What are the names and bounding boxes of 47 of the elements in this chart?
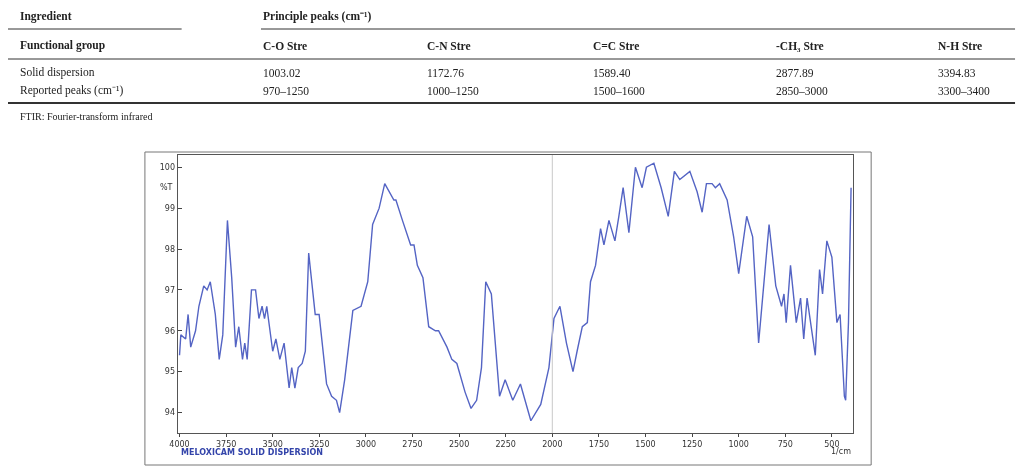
x-tick-label: 3000 [355,439,377,449]
text: Functional group [20,39,106,52]
x-tick-label: 1000 [728,439,749,449]
y-tick-label: 100 [159,163,176,173]
x-tick-label: 2750 [402,439,423,449]
x-tick-label: 1500 [635,439,656,449]
text: C-N Stre [427,40,471,52]
y-tick-label: 99 [164,203,176,213]
text: 1589.40 [593,67,631,79]
y-axis-title: %T [160,183,173,192]
text: 1172.76 [427,67,465,79]
text: Ingredient [20,10,72,23]
text: C=C Stre [593,40,640,52]
text: 3300–3400 [938,85,990,97]
text: MELOXICAM SOLID DISPERSION [181,448,323,457]
text: 1500–1600 [593,85,645,97]
y-tick-label: 95 [164,367,176,377]
x-tick-label: 1250 [681,439,703,449]
x-tick-label: 2250 [495,439,516,449]
text: 1003.02 [263,67,301,79]
text: FTIR: Fourier-transform infrared [20,111,153,122]
text: C-O Stre [263,40,308,52]
text: 1000–1250 [427,85,479,97]
text: N-H Stre [938,40,983,52]
x-tick-label: 3250 [309,439,330,449]
x-tick-label: 4000 [169,439,190,449]
x-tick-label: 750 [777,439,793,449]
text: -CH₃ Stre [776,40,824,52]
y-tick-label: 98 [164,244,176,254]
text: 970–1250 [263,85,310,97]
text: 2877.89 [776,67,814,79]
line-series [178,162,852,422]
text: Reported peaks (cm⁻¹) [20,84,124,97]
x-tick-label: 2000 [542,439,563,449]
x-tick-label: 500 [824,439,840,449]
x-tick-label: 3750 [215,439,237,449]
text: Solid dispersion [20,66,95,79]
text: 3394.83 [938,67,976,79]
text: Principle peaks (cm⁻¹) [263,10,372,23]
x-tick-label: 2500 [448,439,470,449]
x-tick-label: 3500 [262,439,283,449]
x-axis-title: 1/cm [831,447,852,456]
x-tick-label: 1750 [588,439,610,449]
y-tick-label: 97 [164,285,176,295]
y-tick-label: 96 [164,326,176,336]
y-tick-label: 94 [164,408,176,418]
text: 2850–3000 [776,85,828,97]
